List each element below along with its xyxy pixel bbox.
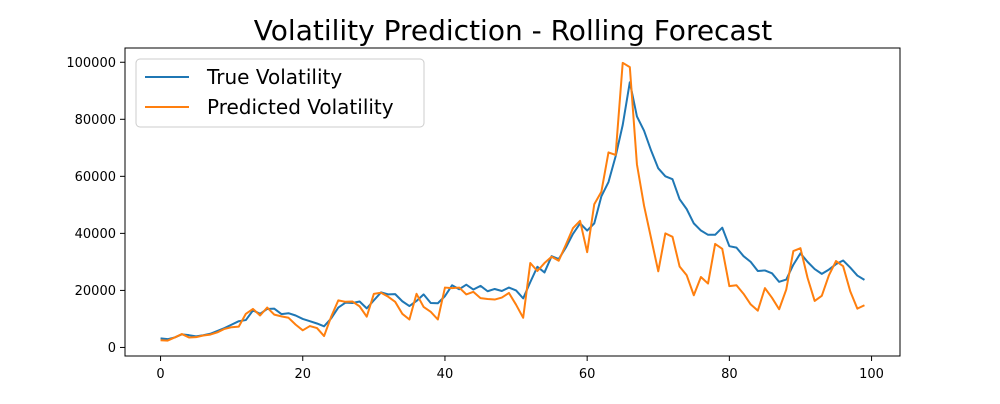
legend-box (135, 58, 425, 128)
series-line (160, 81, 865, 341)
series-predicted-volatility (160, 61, 865, 342)
legend: True Volatility Predicted Volatility (135, 58, 425, 128)
legend-entry: True Volatility (145, 65, 342, 89)
plot-frame (124, 47, 901, 357)
legend-label: Predicted Volatility (207, 95, 394, 119)
series-line (160, 61, 865, 342)
x-tick-label: 100 (859, 367, 884, 382)
legend-label: True Volatility (206, 65, 342, 89)
x-tick-label: 0 (156, 367, 164, 382)
series-layer (160, 61, 865, 342)
chart-title: Volatility Prediction - Rolling Forecast (254, 14, 772, 47)
y-tick-label: 40000 (75, 227, 116, 242)
y-tick-label: 100000 (66, 56, 116, 71)
x-tick-label: 20 (294, 367, 311, 382)
y-tick-label: 20000 (75, 284, 116, 299)
x-tick-label: 40 (437, 367, 454, 382)
y-axis: 0 20000 40000 60000 80000 100000 (66, 56, 125, 356)
y-tick-label: 80000 (75, 113, 116, 128)
x-tick-label: 80 (721, 367, 738, 382)
series-true-volatility (160, 81, 865, 341)
plot-area: 0 20 40 60 80 100 0 20000 40000 60000 80000 100000 (66, 47, 901, 382)
legend-entry: Predicted Volatility (145, 95, 394, 119)
x-tick-label: 60 (579, 367, 596, 382)
legend-items: True Volatility Predicted Volatility (145, 65, 394, 119)
y-tick-label: 0 (108, 341, 116, 356)
x-axis: 0 20 40 60 80 100 (156, 356, 884, 382)
y-tick-label: 60000 (75, 170, 116, 185)
